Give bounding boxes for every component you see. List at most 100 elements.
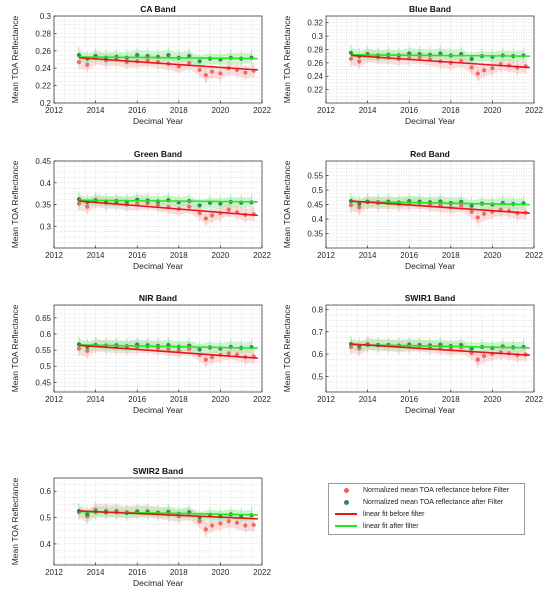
before-filter-point [135, 201, 140, 206]
after-filter-point [135, 53, 140, 58]
y-tick-label: 0.4 [312, 215, 324, 224]
linear-fit-before-filter [78, 344, 258, 359]
x-tick-label: 2018 [170, 251, 188, 260]
after-filter-point [469, 56, 474, 61]
before-filter-point [348, 344, 354, 350]
before-filter-point [197, 519, 202, 524]
y-tick-label: 0.5 [40, 514, 52, 523]
before-filter-point [459, 203, 464, 208]
y-tick-label: 0.8 [312, 305, 324, 314]
x-axis-label: Decimal Year [405, 116, 455, 126]
y-tick-label: 0.3 [40, 12, 52, 21]
plot-content [348, 193, 530, 226]
before-filter-point [209, 213, 215, 218]
y-tick-label: 0.5 [40, 362, 52, 371]
plot-content [76, 501, 258, 538]
before-filter-point [76, 60, 82, 65]
axes-frame [325, 15, 535, 104]
plot-content [76, 336, 258, 368]
x-tick-label: 2016 [128, 568, 146, 577]
x-tick-label: 2018 [170, 568, 188, 577]
subplot-title: SWIR2 Band [133, 466, 184, 476]
y-tick-label: 0.4 [40, 179, 52, 188]
x-axis-label: Decimal Year [133, 578, 183, 588]
axes-frame [325, 304, 535, 393]
before-filter-point [475, 71, 480, 76]
subplot-green-band: 2012 2014 2016 2018 2020 2022 0.3 0.35 0.4 0.45 Gr… [10, 149, 271, 271]
after-filter-point [348, 50, 354, 55]
y-tick-label: 0.65 [35, 314, 51, 323]
linear-fit-after-filter [78, 56, 258, 60]
subplot-title: Red Band [410, 149, 450, 159]
y-tick-label: 0.6 [40, 330, 52, 339]
legend-entry-after-fit: linear fit after filter [329, 520, 524, 532]
axes-frame [53, 477, 263, 566]
x-axis-label: Decimal Year [133, 116, 183, 126]
before-filter-point [209, 69, 215, 74]
x-tick-label: 2022 [253, 568, 271, 577]
before-filter-point [76, 346, 82, 351]
y-tick-label: 0.45 [35, 378, 51, 387]
before-filter-point [459, 58, 464, 63]
before-filter-point [218, 521, 223, 526]
before-filter-point [481, 68, 487, 73]
linear-fit-after-filter [350, 200, 530, 206]
after-filter-point [218, 201, 223, 206]
y-tick-label: 0.4 [40, 540, 52, 549]
y-tick-label: 0.28 [307, 45, 323, 54]
subplot-red-band: 2012 2014 2016 2018 2020 2022 0.35 0.4 0.45 0.5 0.… [282, 149, 543, 271]
x-tick-label: 2014 [87, 251, 105, 260]
x-tick-label: 2018 [170, 395, 188, 404]
linear-fit-before-filter [350, 54, 530, 69]
before-filter-point [243, 70, 248, 75]
after-filter-point [197, 203, 202, 208]
before-filter-point [348, 202, 354, 208]
linear-fit-after-filter [350, 54, 530, 57]
before-filter-point [475, 215, 480, 220]
y-tick-label: 0.26 [35, 47, 51, 56]
x-tick-label: 2012 [317, 395, 335, 404]
y-axis-label: Mean TOA Reflectance [10, 15, 20, 103]
y-tick-label: 0.55 [35, 346, 51, 355]
y-axis-label: Mean TOA Reflectance [10, 304, 20, 392]
green-line-marker-icon [335, 525, 357, 527]
x-tick-label: 2014 [359, 106, 377, 115]
before-filter-point [226, 351, 231, 356]
red-line-marker-icon [335, 513, 357, 515]
y-tick-label: 0.32 [307, 19, 323, 28]
before-filter-point [76, 201, 82, 206]
x-tick-label: 2016 [128, 251, 146, 260]
before-filter-point [145, 58, 150, 63]
before-filter-point [481, 211, 487, 216]
x-tick-label: 2014 [87, 106, 105, 115]
x-tick-label: 2018 [442, 251, 460, 260]
y-tick-label: 0.6 [312, 350, 324, 359]
x-axis-label: Decimal Year [405, 261, 455, 271]
subplot-swir2-band: 2012 2014 2016 2018 2020 2022 0.4 0.5 0.6 SWIR2 B… [10, 466, 271, 588]
before-filter-point [187, 60, 192, 66]
x-axis-label: Decimal Year [133, 405, 183, 415]
x-tick-label: 2016 [400, 106, 418, 115]
x-tick-label: 2016 [400, 395, 418, 404]
y-axis-label: Mean TOA Reflectance [282, 15, 292, 103]
y-tick-label: 0.6 [40, 487, 52, 496]
after-filter-uncertainty-band [78, 194, 252, 211]
before-filter-point [251, 522, 256, 528]
before-filter-point [417, 55, 422, 60]
subplot-title: Green Band [134, 149, 182, 159]
before-filter-point [469, 209, 474, 214]
y-tick-label: 0.5 [312, 186, 324, 195]
y-tick-label: 0.5 [312, 372, 324, 381]
after-filter-point [438, 51, 443, 56]
before-filter-point [469, 65, 474, 70]
x-axis-label: Decimal Year [405, 405, 455, 415]
before-filter-point [197, 67, 202, 73]
legend-entry-before-points: Normalized mean TOA reflectance before F… [329, 484, 524, 496]
before-filter-point [85, 204, 90, 209]
after-filter-point [85, 512, 90, 517]
y-axis-label: Mean TOA Reflectance [10, 477, 20, 565]
after-filter-point [187, 53, 192, 59]
y-tick-label: 0.35 [35, 201, 51, 210]
x-tick-label: 2018 [170, 106, 188, 115]
before-filter-point [243, 523, 248, 528]
